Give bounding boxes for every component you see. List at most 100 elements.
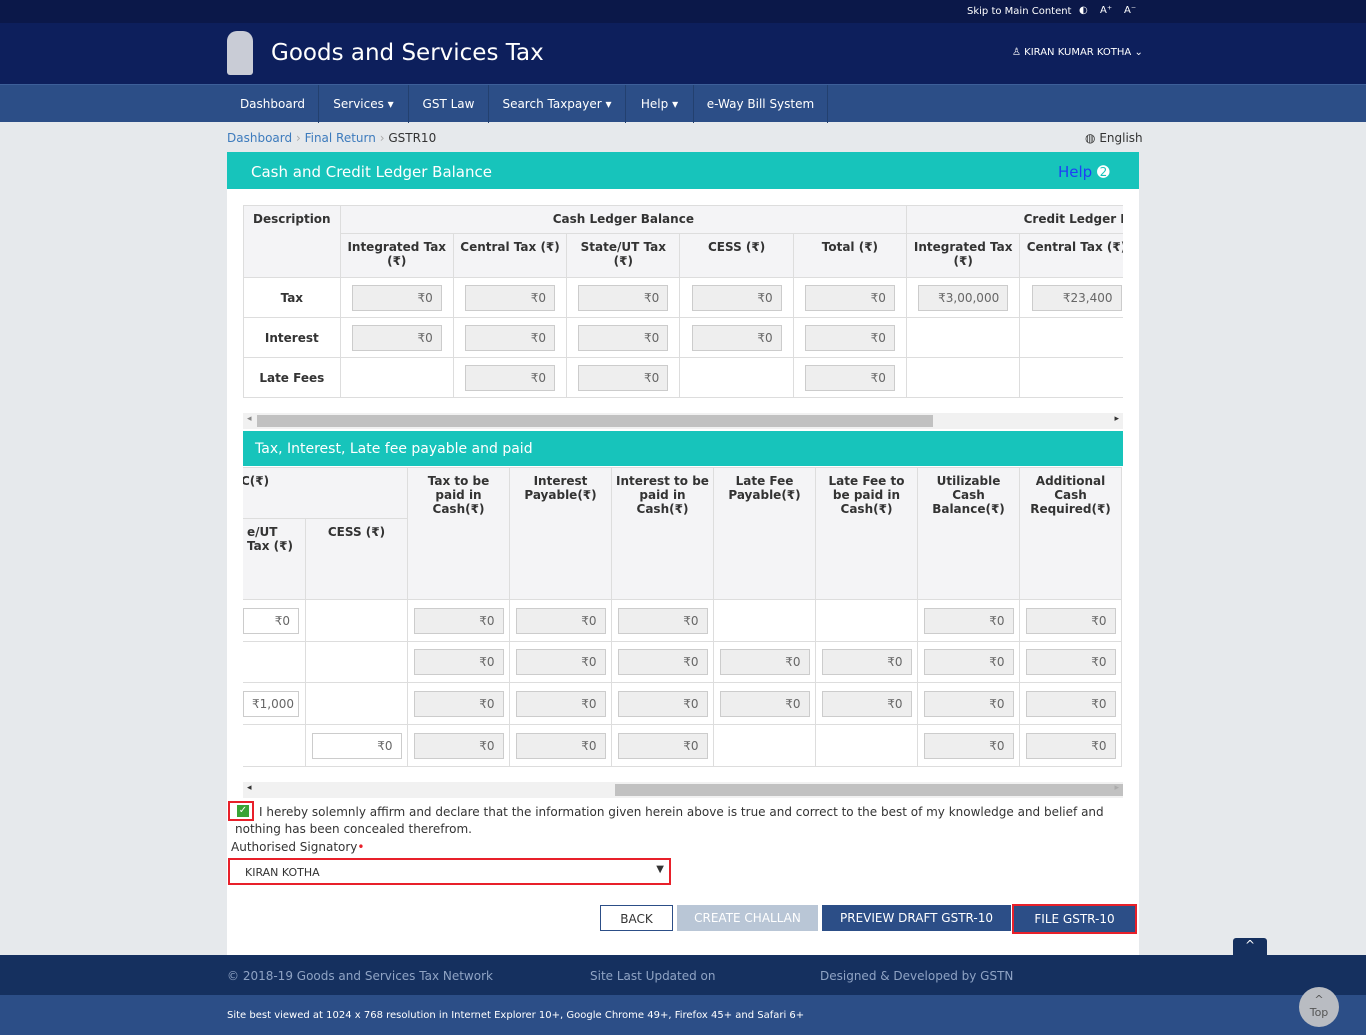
payable-value-field[interactable]: ₹0 [515, 607, 606, 634]
payable-cell: ₹0 [815, 641, 918, 683]
preview-draft-button[interactable]: PREVIEW DRAFT GSTR-10 [822, 905, 1011, 931]
payable-value-field[interactable]: ₹0 [1025, 732, 1116, 759]
payable-value-field[interactable]: ₹0 [515, 649, 606, 675]
scroll-up-tab[interactable]: ^ [1233, 938, 1267, 956]
main-nav: Dashboard Services ▾ GST Law Search Taxp… [0, 84, 1366, 123]
ledger-value-field[interactable]: ₹0 [465, 284, 556, 311]
payable-value-field[interactable]: ₹0 [617, 690, 708, 717]
payable-value-field[interactable]: ₹0 [923, 732, 1014, 759]
payable-value-field[interactable]: ₹0 [515, 690, 606, 717]
ledger-value-field[interactable]: ₹0 [804, 364, 895, 391]
nav-gst-law[interactable]: GST Law [409, 85, 489, 123]
scroll-thumb[interactable] [615, 784, 1123, 796]
crumb-final-return[interactable]: Final Return [304, 131, 376, 145]
ledger-value-field[interactable]: ₹0 [804, 324, 895, 351]
payable-value-field[interactable]: ₹0 [617, 649, 708, 675]
ledger-cell: ₹0 [566, 277, 681, 318]
scroll-thumb[interactable] [257, 415, 933, 427]
payable-value-field[interactable]: ₹0 [923, 649, 1014, 675]
ledger-value-field[interactable]: ₹0 [351, 284, 442, 311]
payable-value-field[interactable]: ₹0 [821, 690, 912, 717]
ledger-value-field[interactable]: ₹0 [804, 284, 895, 311]
payable-cell: ₹0 [1019, 682, 1122, 725]
nav-services[interactable]: Services ▾ [319, 85, 409, 123]
payable-value-field[interactable]: ₹0 [821, 649, 912, 675]
payable-value-field[interactable]: ₹0 [617, 607, 708, 634]
payable-value-field[interactable]: ₹0 [1025, 649, 1116, 675]
ledger-value-field[interactable]: ₹0 [578, 364, 669, 391]
payable-value-field[interactable]: ₹0 [1025, 607, 1116, 634]
payable-value-field[interactable]: ₹0 [1025, 690, 1116, 717]
question-icon: ➋ [1096, 163, 1110, 181]
payable-cell: ₹0 [917, 641, 1020, 683]
file-gstr10-button[interactable]: FILE GSTR-10 [1012, 904, 1137, 934]
contrast-icon[interactable]: ◐ [1079, 5, 1088, 16]
nav-dashboard[interactable]: Dashboard [227, 85, 319, 123]
crumb-dashboard[interactable]: Dashboard [227, 131, 293, 145]
payable-cell [243, 641, 306, 683]
help-label: Help [1058, 163, 1093, 181]
declaration-checkbox[interactable]: ✓ [228, 801, 254, 821]
skip-link[interactable]: Skip to Main Content [967, 6, 1072, 17]
payable-col-header: Tax to be paid in Cash(₹) [407, 467, 510, 600]
back-button[interactable]: BACK [600, 905, 673, 931]
payable-value-field[interactable]: ₹0 [719, 690, 810, 717]
payable-value-field[interactable]: ₹0 [515, 732, 606, 759]
user-name: KIRAN KUMAR KOTHA [1024, 47, 1132, 58]
ledger-col-header: Central Tax (₹) [1019, 233, 1123, 278]
font-increase[interactable]: A⁺ [1100, 5, 1113, 16]
payable-row: ₹0 ₹0 ₹0 ₹0 ₹0 ₹0 [243, 724, 1122, 767]
ledger-value-field[interactable]: ₹0 [691, 324, 782, 351]
ledger-value-field[interactable]: ₹0 [578, 324, 669, 351]
payable-value-field[interactable]: ₹0 [413, 649, 504, 675]
site-title: Goods and Services Tax [271, 40, 544, 66]
footer-bottom: Site best viewed at 1024 x 768 resolutio… [0, 995, 1366, 1035]
user-menu[interactable]: ♙ KIRAN KUMAR KOTHA ⌄ [1012, 47, 1143, 58]
payable-value-field[interactable]: ₹0 [923, 690, 1014, 717]
payable-cell: ₹0 [509, 599, 612, 642]
ledger-value-field[interactable]: ₹0 [578, 284, 669, 311]
back-to-top-button[interactable]: ^ Top [1299, 987, 1339, 1027]
ledger-value-field[interactable]: ₹0 [465, 364, 556, 391]
ledger-col-header: CESS (₹) [679, 233, 794, 278]
nav-help[interactable]: Help ▾ [626, 85, 694, 123]
ledger-value-field[interactable]: ₹0 [351, 324, 442, 351]
payable-cell: ₹0 [611, 724, 714, 767]
payable-value-field[interactable]: ₹0 [617, 732, 708, 759]
payable-value-field[interactable]: ₹0 [923, 607, 1014, 634]
ledger-value-field[interactable]: ₹0 [465, 324, 556, 351]
create-challan-button[interactable]: CREATE CHALLAN [677, 905, 818, 931]
site-header: Goods and Services Tax ♙ KIRAN KUMAR KOT… [0, 23, 1366, 84]
payable-col-header: e/UT Tax (₹) [243, 518, 306, 600]
payable-cell: ₹0 [407, 641, 510, 683]
payable-value-field[interactable]: ₹0 [413, 732, 504, 759]
font-decrease[interactable]: A⁻ [1124, 5, 1137, 16]
row-label: Tax [243, 277, 341, 318]
payable-scrollbar[interactable]: ◂ ▸ [243, 782, 1123, 798]
help-link[interactable]: Help ➋ [1058, 163, 1110, 181]
chevron-down-icon: ▼ [656, 864, 664, 875]
payable-value-field[interactable]: ₹0 [311, 732, 402, 759]
nav-eway-bill[interactable]: e-Way Bill System [694, 85, 828, 123]
payable-table-container: C(₹) Tax to be paid in Cash(₹) Interest Pa… [243, 467, 1123, 767]
payable-cell: ₹0 [305, 724, 408, 767]
signatory-label: Authorised Signatory• [231, 840, 365, 854]
ledger-scrollbar[interactable]: ◂ ▸ [243, 413, 1123, 429]
ledger-cell: ₹0 [679, 317, 794, 358]
footer-copyright: © 2018-19 Goods and Services Tax Network [227, 969, 493, 983]
payable-value-field[interactable]: ₹0 [413, 690, 504, 717]
payable-cell: ₹0 [713, 682, 816, 725]
payable-value-field[interactable]: ₹0 [719, 649, 810, 675]
payable-cell: ₹0 [1019, 641, 1122, 683]
signatory-select[interactable]: KIRAN KOTHA ▼ [228, 858, 671, 885]
ledger-value-field[interactable]: ₹23,400 [1031, 284, 1122, 311]
language-selector[interactable]: ◍ English [1085, 131, 1143, 145]
payable-value-field[interactable]: ₹0 [243, 607, 299, 634]
nav-search-taxpayer[interactable]: Search Taxpayer ▾ [489, 85, 626, 123]
payable-cell [305, 599, 408, 642]
payable-value-field[interactable]: ₹0 [413, 607, 504, 634]
payable-value-field[interactable]: ₹1,000 [243, 690, 299, 717]
ledger-value-field[interactable]: ₹0 [691, 284, 782, 311]
payable-cell: ₹0 [1019, 599, 1122, 642]
ledger-value-field[interactable]: ₹3,00,000 [918, 284, 1009, 311]
